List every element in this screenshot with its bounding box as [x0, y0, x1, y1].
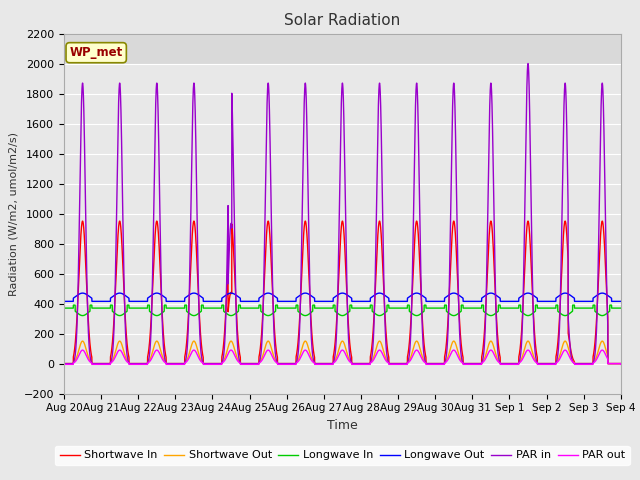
Shortwave In — [494, 333, 502, 339]
Bar — [64, 34, 621, 63]
PAR in — [493, 345, 501, 351]
PAR out — [617, 361, 625, 367]
Line: Shortwave Out: Shortwave Out — [64, 341, 621, 364]
Longwave Out — [508, 299, 515, 304]
Shortwave In — [515, 352, 523, 358]
Line: PAR in: PAR in — [64, 63, 621, 364]
Longwave Out — [479, 295, 486, 300]
Line: Longwave In: Longwave In — [64, 305, 621, 315]
PAR in — [515, 359, 523, 365]
Longwave In — [515, 302, 523, 308]
Longwave Out — [90, 299, 97, 304]
PAR out — [79, 347, 86, 353]
PAR out — [90, 361, 97, 367]
PAR in — [617, 361, 625, 367]
Longwave In — [60, 305, 68, 311]
Longwave Out — [617, 299, 625, 304]
Line: Longwave Out: Longwave Out — [64, 293, 621, 301]
Longwave Out — [79, 290, 86, 296]
Title: Solar Radiation: Solar Radiation — [284, 13, 401, 28]
Line: Shortwave In: Shortwave In — [64, 221, 621, 364]
Legend: Shortwave In, Shortwave Out, Longwave In, Longwave Out, PAR in, PAR out: Shortwave In, Shortwave Out, Longwave In… — [55, 446, 630, 465]
Shortwave Out — [479, 359, 486, 365]
Longwave In — [494, 309, 502, 314]
Shortwave Out — [415, 344, 423, 349]
Text: WP_met: WP_met — [70, 46, 123, 59]
Longwave In — [415, 312, 423, 318]
Longwave In — [617, 305, 625, 311]
X-axis label: Time: Time — [327, 419, 358, 432]
Shortwave Out — [60, 361, 68, 367]
PAR in — [415, 192, 423, 197]
PAR out — [494, 358, 502, 364]
PAR out — [515, 360, 523, 366]
Shortwave Out — [508, 361, 515, 367]
PAR in — [524, 60, 532, 66]
Longwave In — [70, 302, 77, 308]
Longwave In — [79, 312, 86, 318]
Shortwave In — [508, 361, 515, 367]
Shortwave In — [617, 361, 625, 367]
Longwave In — [508, 305, 515, 311]
Shortwave Out — [515, 360, 523, 365]
Shortwave In — [479, 349, 486, 355]
PAR out — [60, 361, 68, 367]
Longwave Out — [494, 293, 502, 299]
PAR in — [479, 358, 486, 363]
Longwave In — [479, 302, 486, 308]
Longwave In — [90, 305, 97, 311]
Line: PAR out: PAR out — [64, 350, 621, 364]
Shortwave In — [415, 254, 423, 260]
Shortwave Out — [79, 338, 86, 344]
PAR out — [415, 350, 423, 356]
Shortwave Out — [617, 361, 625, 367]
Shortwave In — [90, 361, 97, 367]
Longwave Out — [515, 295, 523, 301]
PAR out — [479, 360, 486, 365]
Shortwave In — [79, 218, 86, 224]
PAR out — [508, 361, 515, 367]
PAR in — [508, 361, 515, 367]
Longwave Out — [60, 299, 68, 304]
PAR in — [60, 361, 68, 367]
Longwave Out — [415, 291, 423, 297]
Shortwave In — [60, 361, 68, 367]
Shortwave Out — [494, 356, 502, 362]
PAR in — [89, 361, 97, 367]
Shortwave Out — [90, 361, 97, 367]
Y-axis label: Radiation (W/m2, umol/m2/s): Radiation (W/m2, umol/m2/s) — [8, 132, 18, 296]
